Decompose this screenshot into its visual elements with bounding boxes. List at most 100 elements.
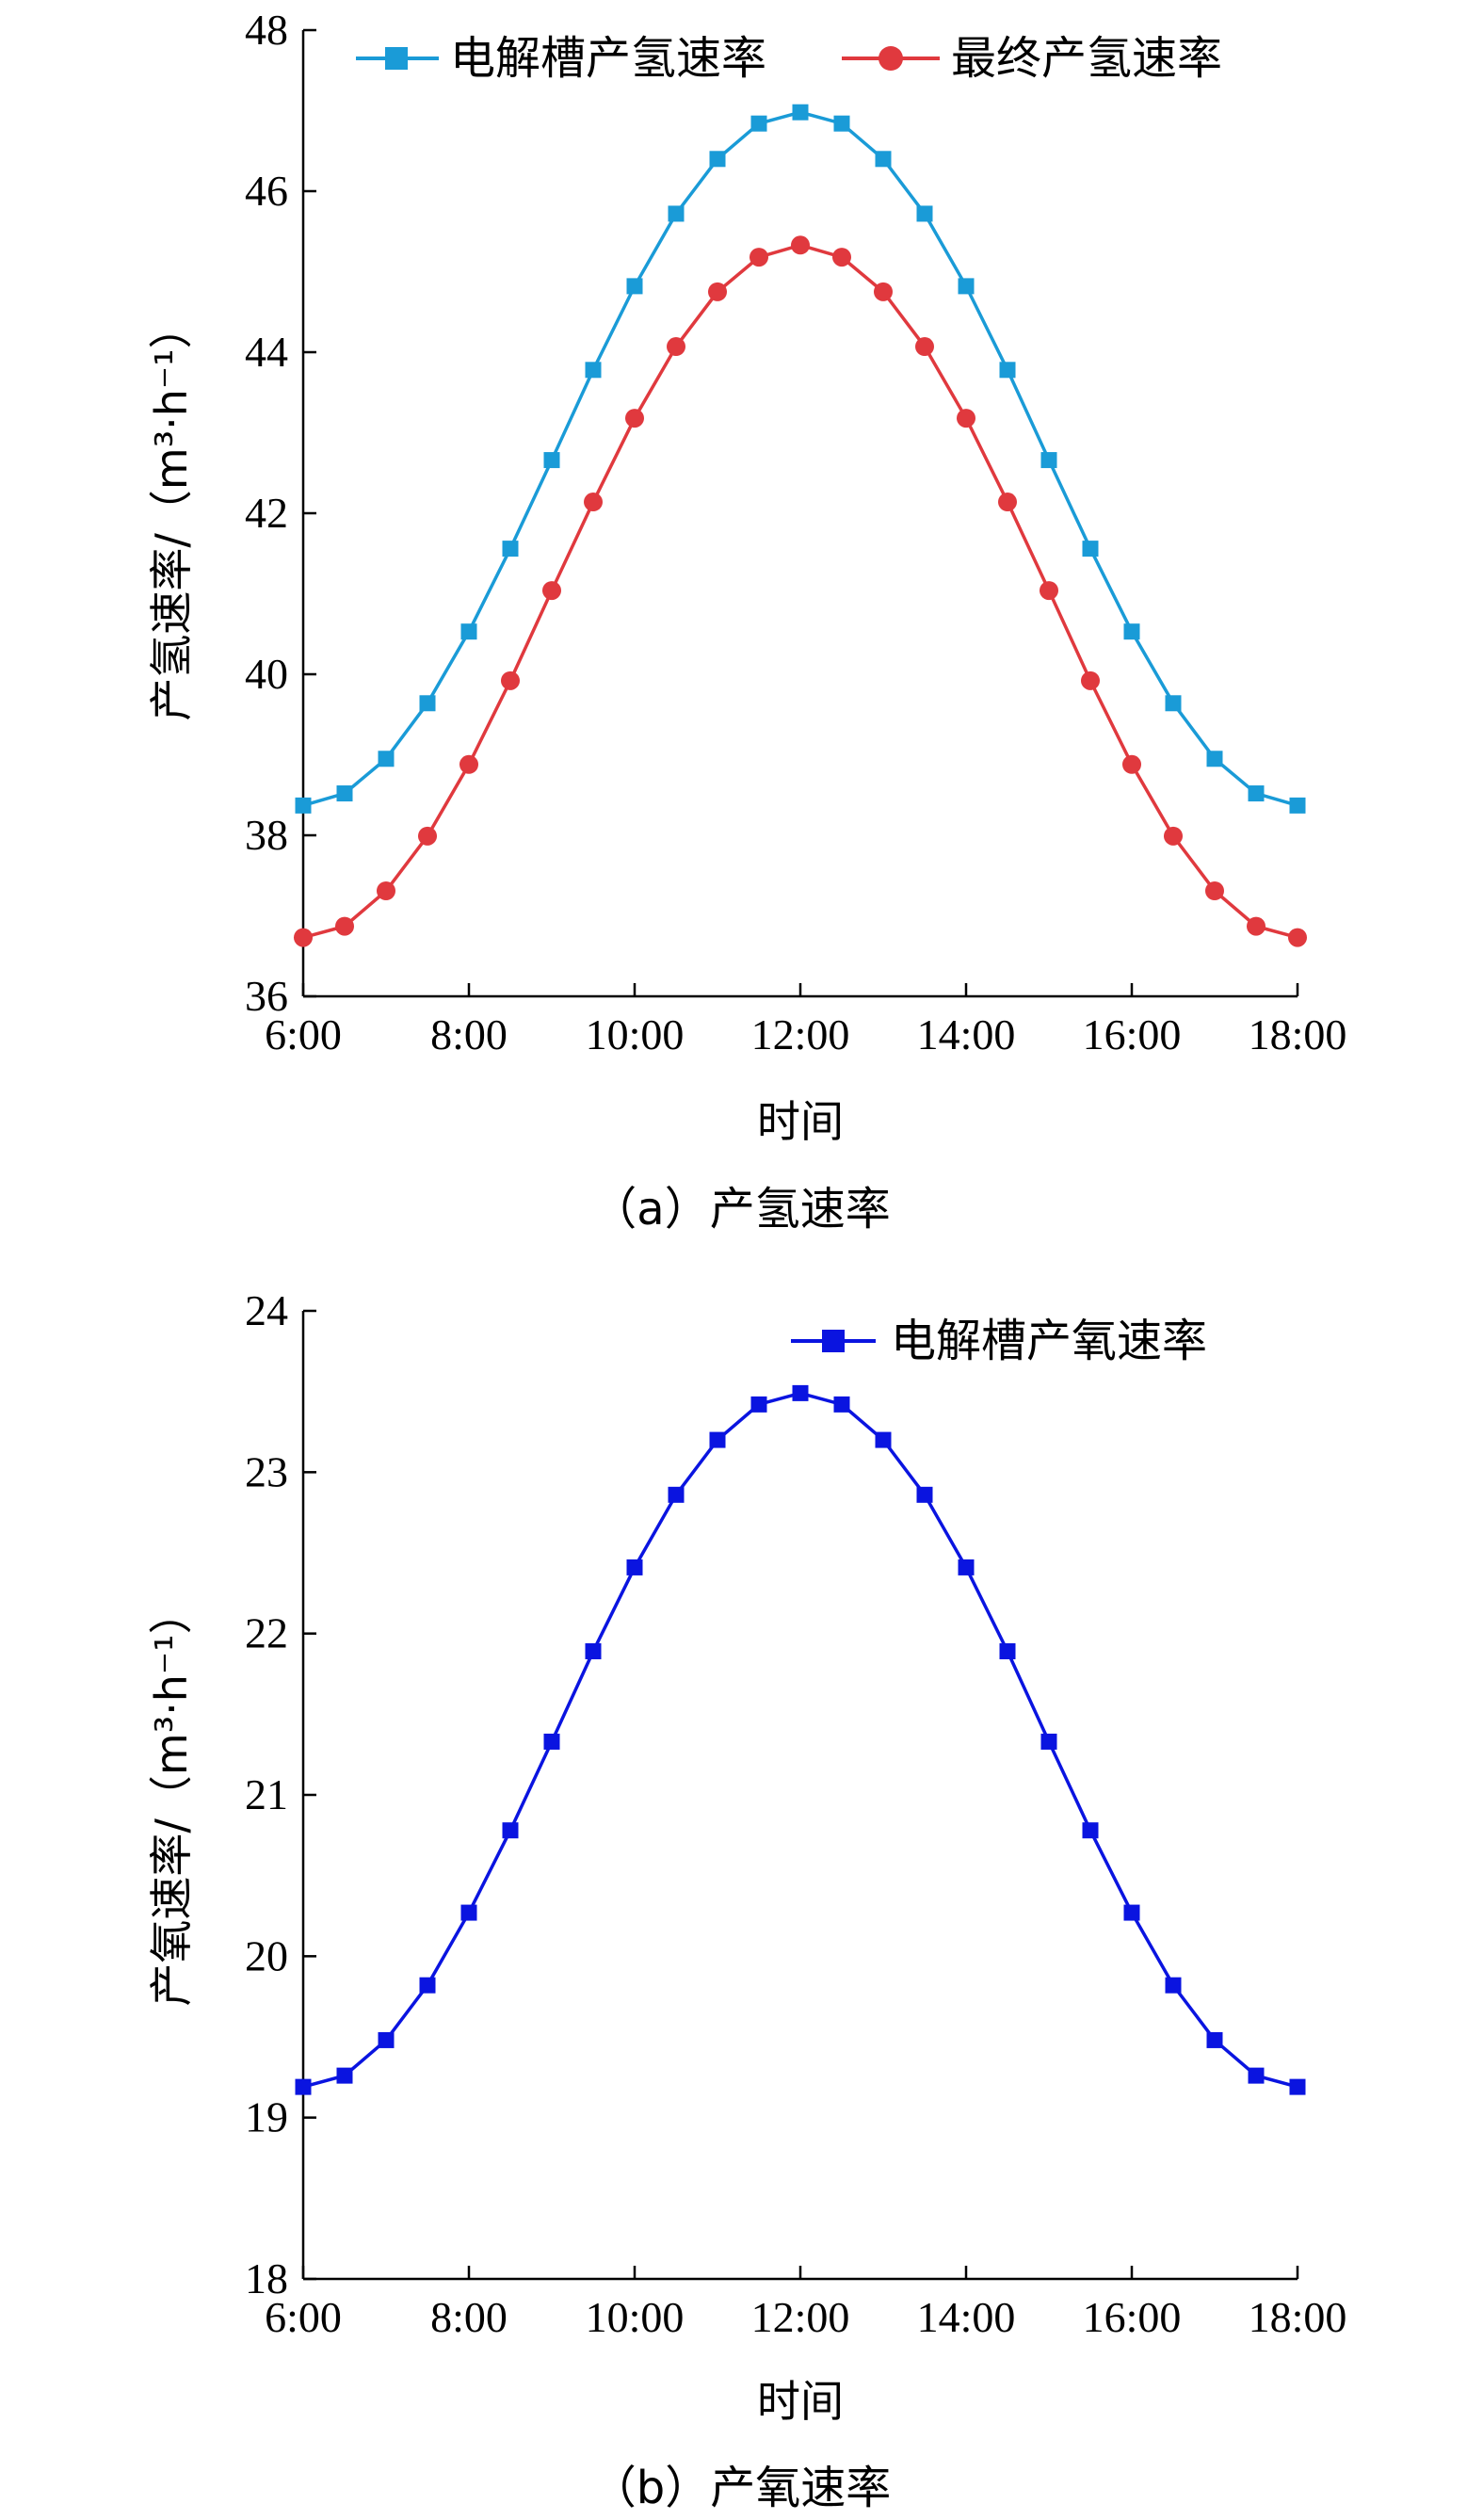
data-point — [1289, 797, 1306, 814]
x-tick-label: 16:00 — [1083, 2293, 1182, 2341]
y-tick-label: 48 — [245, 6, 288, 54]
chart-caption: （a）产氢速率 — [591, 1183, 890, 1236]
data-point — [584, 493, 603, 512]
data-point — [915, 337, 934, 357]
y-axis-title: 产氧速率/（m³·h⁻¹） — [146, 1591, 197, 2006]
x-tick-label: 14:00 — [917, 2293, 1016, 2341]
y-tick-label: 22 — [245, 1609, 288, 1657]
x-tick-label: 18:00 — [1249, 1010, 1347, 1058]
data-point — [1082, 541, 1099, 557]
data-point — [626, 1559, 643, 1575]
data-point — [791, 235, 810, 255]
legend-label: 最终产氢速率 — [951, 32, 1222, 85]
series-layer — [294, 104, 1307, 947]
data-point — [295, 797, 312, 814]
data-point — [750, 1396, 767, 1413]
y-tick-label: 21 — [245, 1770, 288, 1818]
data-point — [999, 362, 1016, 379]
data-point — [1040, 1733, 1057, 1750]
data-point — [1082, 1822, 1099, 1839]
y-tick-label: 38 — [245, 811, 288, 859]
data-point — [1206, 751, 1223, 767]
data-point — [833, 1396, 850, 1413]
legend-item-electrolyzer-oxygen: 电解槽产氧速率 — [791, 1315, 1207, 1367]
data-point — [294, 928, 313, 947]
oxygen-rate-chart: 18 19 20 21 22 23 24 6:00 8:00 10:00 12:00 14:00 16:… — [146, 1286, 1346, 2514]
x-tick-label: 6:00 — [265, 1010, 342, 1058]
data-point — [1289, 2078, 1306, 2095]
chart-caption: （b）产氧速率 — [591, 2462, 891, 2514]
data-point — [502, 1822, 519, 1839]
data-point — [958, 278, 975, 295]
data-point — [336, 785, 353, 802]
x-tick-label: 10:00 — [586, 2293, 685, 2341]
legend-label: 电解槽产氧速率 — [891, 1315, 1207, 1367]
data-point — [419, 1977, 436, 1994]
x-tick-label: 12:00 — [751, 2293, 850, 2341]
x-tick-label: 16:00 — [1083, 1010, 1182, 1058]
series-line — [302, 243, 1298, 940]
data-point — [667, 337, 685, 357]
legend-item-final-hydrogen: 最终产氢速率 — [842, 32, 1222, 85]
data-point — [668, 1486, 685, 1503]
y-tick-label: 46 — [245, 167, 288, 215]
data-point — [833, 115, 850, 132]
data-point — [543, 1733, 560, 1750]
data-point — [625, 409, 644, 428]
data-point — [626, 278, 643, 295]
legend-label: 电解槽产氢速率 — [450, 32, 766, 85]
x-tick-label: 8:00 — [430, 2293, 508, 2341]
data-point — [1123, 1904, 1140, 1921]
axis-ticks: 18 19 20 21 22 23 24 6:00 8:00 10:00 12:00 14:00 16:… — [245, 1286, 1346, 2341]
y-tick-label: 23 — [245, 1447, 288, 1495]
x-axis-title: 时间 — [757, 2376, 844, 2427]
data-point — [708, 282, 727, 301]
data-point — [875, 1431, 892, 1448]
data-point — [295, 2078, 312, 2095]
data-point — [501, 670, 520, 690]
data-point — [957, 409, 975, 428]
data-point — [709, 151, 726, 168]
data-point — [1081, 670, 1100, 690]
data-point — [999, 1643, 1016, 1660]
legend-item-electrolyzer-hydrogen: 电解槽产氢速率 — [356, 32, 766, 85]
data-point — [1123, 623, 1140, 640]
data-point — [585, 1643, 602, 1660]
data-point — [1288, 928, 1307, 947]
data-point — [378, 2031, 395, 2048]
data-point — [958, 1559, 975, 1575]
y-tick-label: 42 — [245, 489, 288, 537]
series-layer — [295, 1384, 1306, 2095]
y-axis-title: 产氢速率/（m³·h⁻¹） — [146, 305, 197, 720]
data-point — [1040, 452, 1057, 469]
data-point — [543, 452, 560, 469]
data-point — [1165, 1977, 1182, 1994]
legend: 电解槽产氢速率 最终产氢速率 — [356, 32, 1222, 85]
y-tick-label: 36 — [245, 972, 288, 1020]
y-tick-label: 44 — [245, 328, 288, 376]
data-point — [1247, 916, 1265, 936]
data-point — [502, 541, 519, 557]
series-line — [302, 1391, 1298, 2089]
data-point — [419, 695, 436, 712]
data-point — [1248, 785, 1265, 802]
data-point — [418, 826, 437, 846]
x-tick-label: 14:00 — [917, 1010, 1016, 1058]
data-point — [874, 282, 893, 301]
data-point — [1122, 754, 1141, 774]
data-point — [916, 1486, 933, 1503]
data-point — [460, 1904, 477, 1921]
data-point — [1040, 581, 1058, 601]
data-point — [750, 115, 767, 132]
data-point — [460, 623, 477, 640]
data-point — [378, 751, 395, 767]
x-tick-label: 18:00 — [1249, 2293, 1347, 2341]
axis-ticks: 36 38 40 42 44 46 48 6:00 8:00 10:00 12:00 14:00 16:… — [245, 6, 1346, 1058]
x-tick-label: 12:00 — [751, 1010, 850, 1058]
y-tick-label: 20 — [245, 1931, 288, 1979]
data-point — [1165, 695, 1182, 712]
data-point — [832, 248, 851, 267]
data-point — [792, 104, 809, 121]
data-point — [792, 1384, 809, 1401]
